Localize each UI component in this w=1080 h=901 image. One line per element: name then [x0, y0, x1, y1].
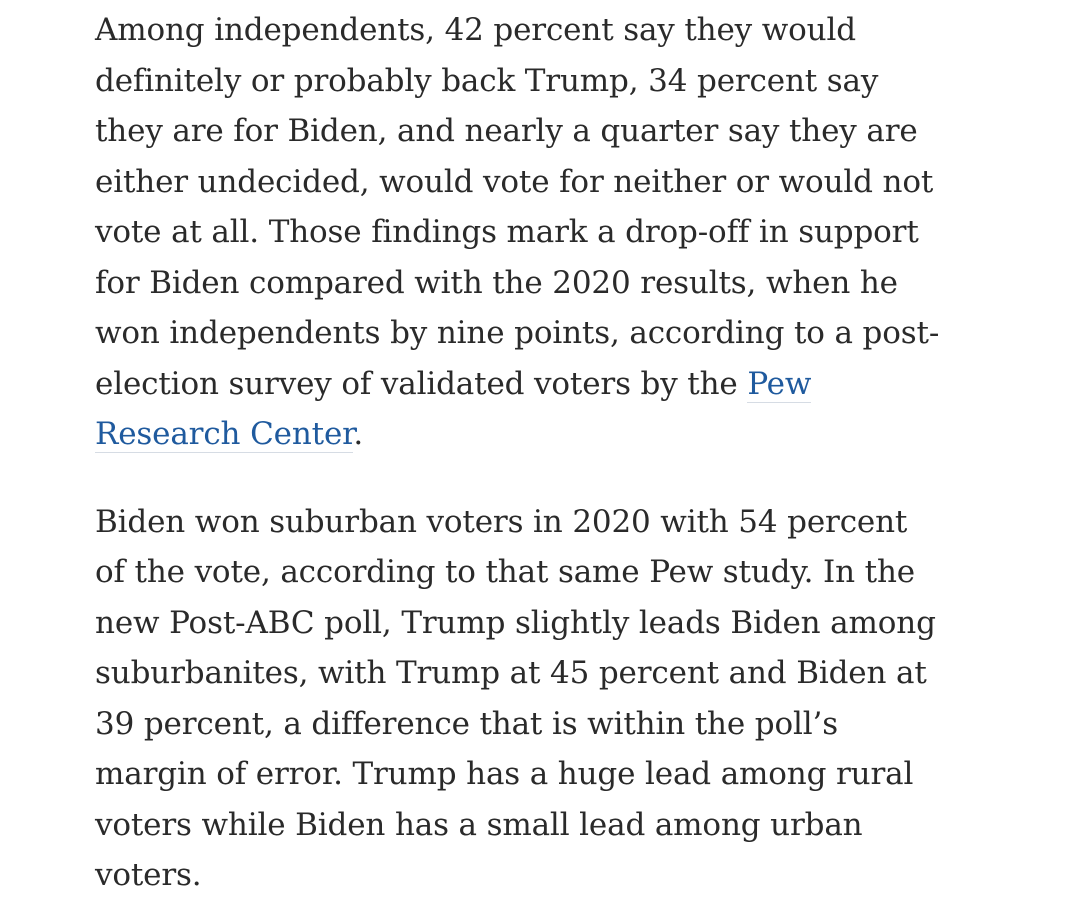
pew-research-center-link[interactable]: Pew Research Center [95, 365, 812, 453]
paragraph-independents-end: . [353, 416, 364, 452]
paragraph-suburban: Biden won suburban voters in 2020 with 5… [95, 503, 936, 894]
paragraph-independents: Among independents, 42 percent say they … [95, 5, 945, 460]
article-body: Among independents, 42 percent say they … [95, 5, 945, 901]
paragraph-independents-text: Among independents, 42 percent say they … [95, 12, 940, 402]
